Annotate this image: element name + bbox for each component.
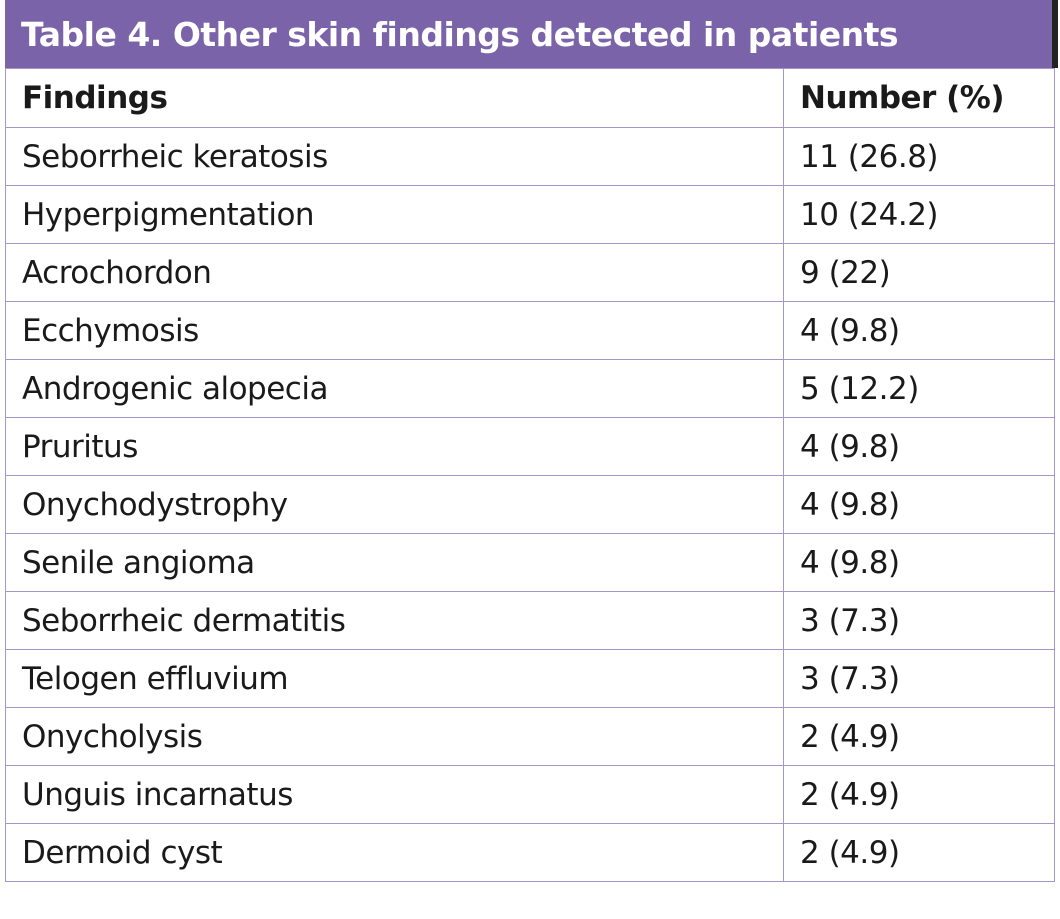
number-cell: 2 (4.9) — [783, 707, 1055, 766]
finding-cell: Unguis incarnatus — [5, 765, 784, 824]
number-cell: 2 (4.9) — [783, 823, 1055, 882]
table-row: Unguis incarnatus 2 (4.9) — [5, 765, 1055, 824]
table-row: Seborrheic keratosis 11 (26.8) — [5, 127, 1055, 186]
table-row: Hyperpigmentation 10 (24.2) — [5, 185, 1055, 244]
header-row: Findings Number (%) — [5, 68, 1055, 128]
table-row: Ecchymosis 4 (9.8) — [5, 301, 1055, 360]
table-row: Androgenic alopecia 5 (12.2) — [5, 359, 1055, 418]
table-row: Telogen effluvium 3 (7.3) — [5, 649, 1055, 708]
table: Findings Number (%) Seborrheic keratosis… — [5, 68, 1055, 882]
finding-cell: Androgenic alopecia — [5, 359, 784, 418]
table-row: Onychodystrophy 4 (9.8) — [5, 475, 1055, 534]
number-cell: 4 (9.8) — [783, 417, 1055, 476]
column-header: Findings — [5, 68, 784, 128]
number-cell: 5 (12.2) — [783, 359, 1055, 418]
table-row: Seborrheic dermatitis 3 (7.3) — [5, 591, 1055, 650]
number-cell: 3 (7.3) — [783, 591, 1055, 650]
table-body: Seborrheic keratosis 11 (26.8) Hyperpigmen… — [5, 127, 1055, 882]
table-row: Dermoid cyst 2 (4.9) — [5, 823, 1055, 882]
number-cell: 11 (26.8) — [783, 127, 1055, 186]
number-cell: 4 (9.8) — [783, 475, 1055, 534]
table-row: Senile angioma 4 (9.8) — [5, 533, 1055, 592]
number-cell: 4 (9.8) — [783, 533, 1055, 592]
column-header: Number (%) — [783, 68, 1055, 128]
table-title: Table 4. Other skin findings detected in… — [5, 0, 1052, 68]
finding-cell: Acrochordon — [5, 243, 784, 302]
number-cell: 10 (24.2) — [783, 185, 1055, 244]
title-edge — [1052, 0, 1058, 68]
number-cell: 9 (22) — [783, 243, 1055, 302]
number-cell: 2 (4.9) — [783, 765, 1055, 824]
finding-cell: Seborrheic dermatitis — [5, 591, 784, 650]
finding-cell: Onychodystrophy — [5, 475, 784, 534]
finding-cell: Telogen effluvium — [5, 649, 784, 708]
finding-cell: Onycholysis — [5, 707, 784, 766]
number-cell: 4 (9.8) — [783, 301, 1055, 360]
number-cell: 3 (7.3) — [783, 649, 1055, 708]
finding-cell: Dermoid cyst — [5, 823, 784, 882]
finding-cell: Seborrheic keratosis — [5, 127, 784, 186]
finding-cell: Ecchymosis — [5, 301, 784, 360]
finding-cell: Pruritus — [5, 417, 784, 476]
finding-cell: Hyperpigmentation — [5, 185, 784, 244]
table-row: Acrochordon 9 (22) — [5, 243, 1055, 302]
table-row: Pruritus 4 (9.8) — [5, 417, 1055, 476]
finding-cell: Senile angioma — [5, 533, 784, 592]
table-row: Onycholysis 2 (4.9) — [5, 707, 1055, 766]
